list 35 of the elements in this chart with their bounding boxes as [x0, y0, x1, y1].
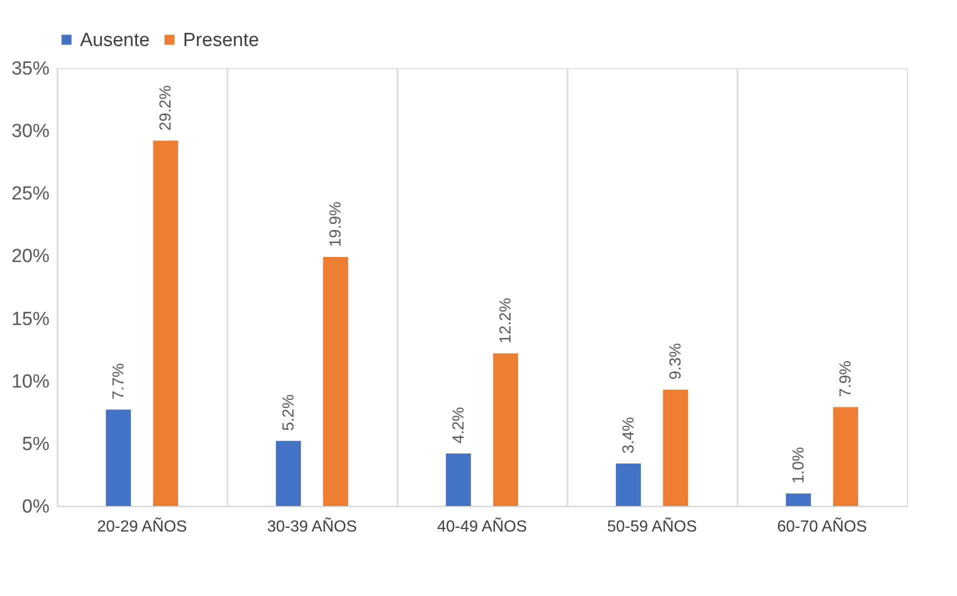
data-label: 7.9% — [838, 360, 855, 398]
legend-label: Ausente — [80, 30, 150, 51]
data-label: 4.2% — [450, 406, 468, 444]
bar — [493, 353, 518, 506]
x-tick-label: 60-70 AÑOS — [777, 516, 867, 536]
y-tick-label: 25% — [11, 184, 50, 205]
bar — [616, 463, 641, 506]
data-label: 5.2% — [280, 394, 298, 431]
y-tick-label: 35% — [11, 58, 50, 80]
data-label: 29.2% — [158, 85, 175, 131]
bar — [323, 256, 348, 506]
data-label: 7.7% — [110, 363, 128, 400]
x-tick-label: 40-49 AÑOS — [437, 516, 527, 536]
legend-label: Presente — [183, 30, 260, 51]
data-label: 1.0% — [790, 447, 808, 484]
data-label: 19.9% — [328, 202, 345, 247]
data-label: 12.2% — [498, 298, 515, 344]
data-label: 9.3% — [668, 343, 685, 380]
bar — [833, 407, 858, 506]
y-tick-label: 5% — [22, 434, 50, 455]
x-tick-label: 20-29 AÑOS — [97, 516, 187, 536]
bar — [276, 440, 301, 506]
x-tick-label: 50-59 AÑOS — [607, 516, 697, 536]
bar — [786, 493, 811, 506]
data-label: 3.4% — [620, 416, 638, 454]
bar — [663, 390, 688, 506]
bar — [153, 140, 178, 506]
bar — [446, 453, 471, 506]
x-tick-label: 30-39 AÑOS — [267, 516, 357, 536]
y-tick-label: 0% — [22, 496, 50, 518]
y-tick-label: 10% — [11, 371, 50, 392]
y-tick-label: 15% — [11, 308, 50, 330]
bar — [106, 410, 131, 506]
y-tick-label: 30% — [11, 121, 50, 142]
y-tick-label: 20% — [11, 246, 50, 268]
